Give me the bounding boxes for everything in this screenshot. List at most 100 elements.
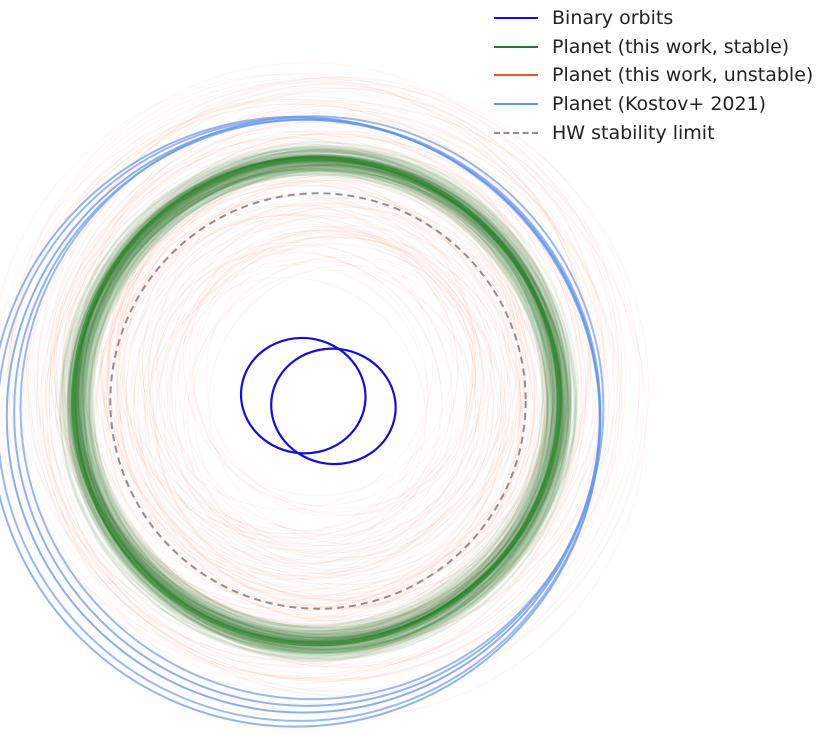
planet-unstable-orbit — [62, 137, 517, 592]
planet-stable-orbit — [77, 162, 565, 651]
planet-unstable-orbit — [178, 229, 485, 535]
planet-stable-orbit — [76, 160, 552, 636]
planet-unstable-orbit — [90, 195, 510, 616]
legend-item-planet-unstable: Planet (this work, unstable) — [494, 61, 813, 90]
planet-unstable-orbit — [94, 164, 599, 669]
planet-stable-orbit — [84, 171, 565, 651]
planet-stable-orbit — [67, 162, 553, 648]
planet-stable-orbit — [80, 154, 565, 640]
planet-unstable-orbit — [156, 174, 519, 537]
planet-unstable-orbit — [55, 91, 592, 628]
planet-stable-orbit — [68, 150, 555, 638]
planet-unstable-orbit — [101, 204, 502, 606]
planet-stable-orbit — [82, 169, 564, 651]
planet-stable-orbit — [66, 160, 558, 652]
planet-stable-orbit — [88, 163, 565, 641]
legend-swatch-hw-limit — [494, 131, 538, 134]
planet-stable-orbit — [83, 164, 570, 651]
legend-swatch-planet-stable — [494, 45, 538, 48]
planet-stable-orbit — [79, 159, 573, 653]
planet-unstable-orbit — [53, 77, 623, 647]
planet-stable-orbit — [76, 167, 564, 655]
planet-stable-orbit — [63, 147, 554, 638]
planet-unstable-orbit — [62, 87, 605, 630]
planet-unstable-orbit — [97, 179, 548, 631]
planet-unstable-orbit — [122, 203, 458, 539]
planet-unstable-orbit — [50, 79, 620, 649]
planet-stable-orbit — [86, 170, 567, 652]
planet-unstable-orbit — [116, 169, 537, 590]
planet-unstable-orbit — [63, 122, 573, 632]
planet-stable-orbit — [76, 163, 571, 658]
planet-stable-orbit — [81, 167, 554, 640]
planet-unstable-orbit — [208, 264, 489, 545]
planet-unstable-orbit — [144, 276, 427, 559]
planet-unstable-orbit — [170, 227, 495, 552]
planet-unstable-orbit — [153, 236, 514, 597]
planet-unstable-orbit — [42, 174, 535, 667]
planet-unstable-orbit — [27, 86, 623, 682]
planet-unstable-orbit — [108, 171, 476, 538]
planet-unstable-orbit — [35, 136, 578, 680]
planet-unstable-orbit — [76, 196, 506, 627]
planet-unstable-orbit — [158, 264, 429, 535]
planet-unstable-orbit — [0, 99, 583, 691]
planet-stable-orbit — [77, 163, 554, 640]
planet-unstable-orbit — [1, 95, 610, 705]
planet-stable-orbit — [82, 163, 569, 650]
planet-unstable-orbit — [64, 169, 532, 636]
planet-unstable-orbit — [132, 250, 443, 561]
planet-stable-orbit — [78, 162, 570, 654]
planet-unstable-orbit — [118, 177, 564, 622]
planet-unstable-orbit — [150, 244, 453, 547]
planet-unstable-orbit — [65, 169, 535, 639]
planet-unstable-orbit — [171, 236, 481, 546]
planet-stable-orbit — [76, 150, 577, 652]
planet-unstable-orbit — [8, 103, 582, 677]
planet-stable-orbit — [88, 164, 564, 640]
planet-stable-orbit — [75, 150, 564, 638]
planet-unstable-orbit — [166, 242, 494, 570]
planet-unstable-orbit — [35, 82, 649, 696]
planet-unstable-orbit — [182, 225, 453, 497]
planet-unstable-orbit — [194, 235, 476, 517]
planet-unstable-orbit — [123, 176, 511, 564]
planet-unstable-orbit — [114, 182, 477, 545]
planet-stable-orbit — [89, 161, 565, 637]
planet-stable-orbit — [83, 167, 553, 637]
planet-stable-orbit — [75, 164, 564, 653]
planet-unstable-orbit — [107, 160, 521, 574]
binary-orbit-2 — [270, 347, 397, 466]
planet-stable-orbit — [67, 162, 556, 652]
planet-unstable-orbit — [23, 77, 627, 681]
planet-unstable-orbit — [156, 214, 473, 532]
planet-unstable-orbit — [61, 155, 536, 629]
planet-unstable-orbit — [99, 184, 512, 597]
planet-unstable-orbit — [40, 105, 615, 680]
planet-unstable-orbit — [148, 202, 492, 547]
planet-unstable-orbit — [137, 216, 526, 605]
planet-unstable-orbit — [48, 129, 594, 675]
planet-unstable-orbit — [138, 165, 527, 554]
planet-unstable-orbit — [129, 242, 455, 567]
binary-orbit-1 — [239, 336, 367, 455]
planet-unstable-orbit — [79, 148, 600, 668]
planet-unstable-orbit — [143, 252, 442, 551]
legend: Binary orbits Planet (this work, stable)… — [494, 4, 813, 147]
legend-label-planet-kostov: Planet (Kostov+ 2021) — [552, 93, 767, 116]
planet-unstable-orbit — [94, 213, 503, 622]
planet-unstable-orbit — [184, 232, 459, 507]
planet-unstable-orbit — [160, 229, 486, 555]
planet-stable-orbit — [81, 149, 569, 637]
planet-stable-orbit — [58, 147, 565, 655]
planet-stable-orbit — [78, 164, 554, 641]
planet-unstable-orbit — [115, 137, 580, 602]
planet-stable-orbit — [66, 161, 554, 649]
planet-unstable-orbit — [67, 133, 546, 612]
planet-unstable-orbit — [105, 215, 468, 577]
planet-unstable-orbit — [100, 133, 552, 585]
planet-unstable-orbit — [103, 207, 522, 627]
planet-unstable-orbit — [192, 231, 474, 513]
planet-stable-orbits — [54, 141, 579, 662]
planet-stable-orbit — [79, 168, 553, 642]
